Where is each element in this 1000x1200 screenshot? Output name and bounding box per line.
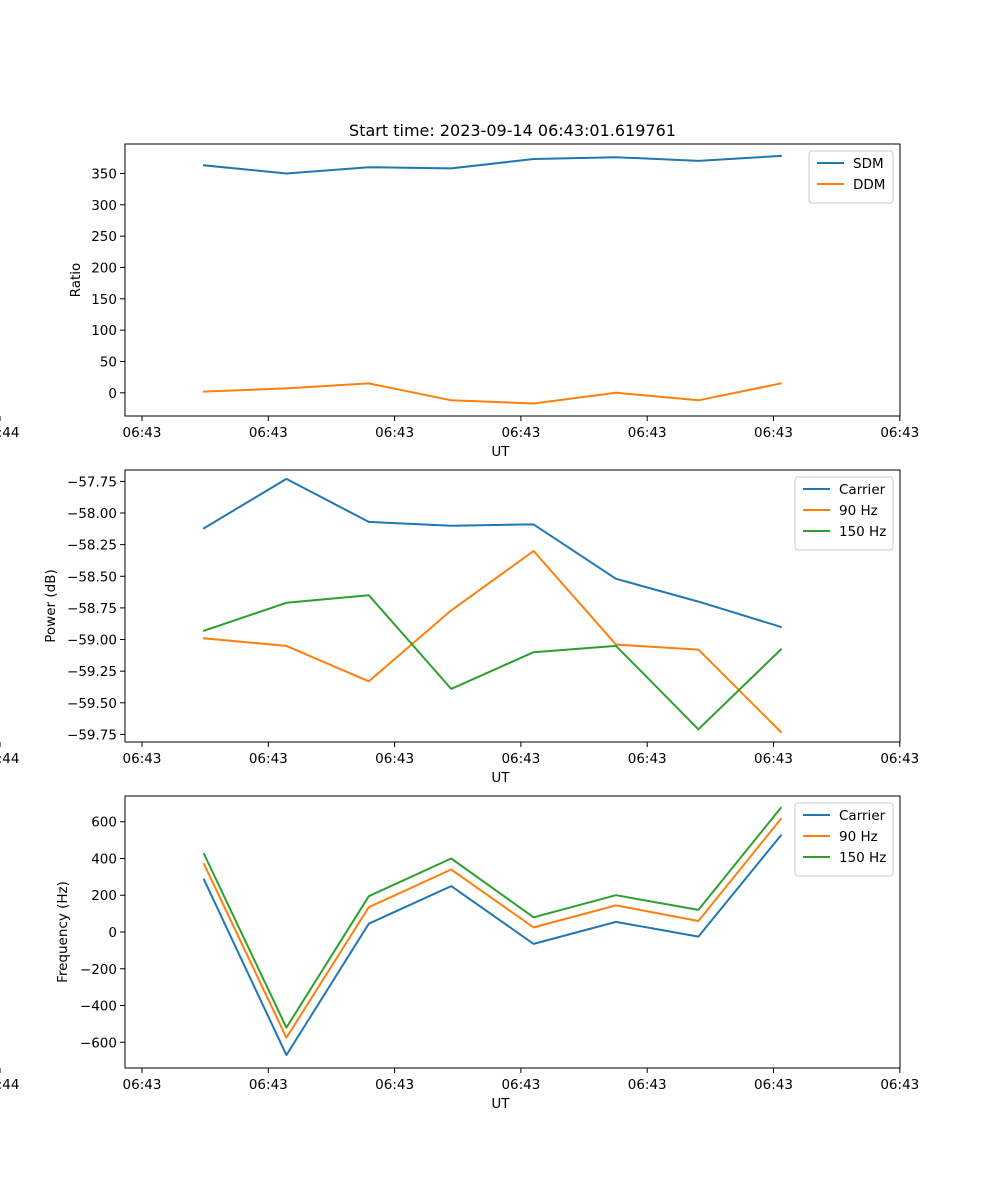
y-axis-label: Frequency (Hz)	[55, 881, 71, 983]
y-tick-label: −58.75	[67, 601, 117, 617]
series-line-carrier	[202, 477, 783, 629]
x-tick-label: 06:43	[123, 425, 162, 441]
y-tick-label: 600	[91, 815, 117, 831]
legend-entry: 150 Hz	[839, 850, 886, 866]
x-tick-label: 06:43	[754, 1077, 793, 1093]
series-line-sdm	[202, 154, 782, 175]
x-tick-label: 06:43	[628, 1077, 667, 1093]
x-axis-label: UT	[491, 770, 510, 786]
y-tick-label: 200	[91, 260, 117, 276]
x-tick-label: 06:43	[501, 751, 540, 767]
y-tick-label: 250	[91, 229, 117, 245]
y-axis-label: Ratio	[68, 263, 84, 298]
y-tick-label: 400	[91, 851, 117, 867]
y-tick-label: 0	[108, 386, 117, 402]
legend-entry: SDM	[853, 156, 884, 172]
legend-entry: Carrier	[839, 482, 886, 498]
x-tick-label: 06:43	[880, 425, 919, 441]
y-axis-label: Power (dB)	[43, 569, 59, 642]
x-tick-label: 06:43	[375, 1077, 414, 1093]
plot-area	[124, 143, 901, 417]
y-tick-label: −200	[80, 962, 117, 978]
x-tick-label: 06:43	[501, 1077, 540, 1093]
x-tick-label: 06:43	[880, 751, 919, 767]
legend-entry: DDM	[853, 177, 885, 193]
x-axis-label: UT	[491, 444, 510, 460]
y-tick-label: 150	[91, 292, 117, 308]
series-line-90-hz	[202, 817, 783, 1039]
x-tick-label: 06:43	[628, 425, 667, 441]
y-tick-label: 50	[100, 354, 117, 370]
x-tick-label: 06:43	[249, 1077, 288, 1093]
series-line-90-hz	[202, 550, 783, 734]
x-tick-label: 06:43	[123, 1077, 162, 1093]
x-tick-label: 06:43	[754, 751, 793, 767]
frequency-chart: 06:43 06:43 06:43 06:43 06:43 06:43 06:43 06:44…	[0, 795, 919, 1112]
x-tick-label: 06:43	[628, 751, 667, 767]
legend-entry: 150 Hz	[839, 524, 886, 540]
series-line-150-hz	[202, 806, 783, 1029]
x-axis-label: UT	[491, 1096, 510, 1112]
ratio-chart: 06:43 06:43 06:43 06:43 06:43 06:43 06:43 06:44…	[0, 143, 919, 460]
x-tick-label: 06:44	[0, 751, 19, 767]
y-tick-label: 100	[91, 323, 117, 339]
y-tick-label: −58.00	[67, 506, 117, 522]
y-tick-label: −600	[80, 1035, 117, 1051]
x-tick-label: 06:43	[375, 751, 414, 767]
y-tick-label: 0	[108, 925, 117, 941]
chart-title: Start time: 2023-09-14 06:43:01.619761	[349, 121, 676, 140]
legend-entry: 90 Hz	[839, 829, 878, 845]
y-tick-label: −58.50	[67, 569, 117, 585]
series-line-150-hz	[202, 594, 783, 731]
x-tick-label: 06:43	[375, 425, 414, 441]
x-tick-label: 06:43	[754, 425, 793, 441]
y-tick-label: −59.75	[67, 727, 117, 743]
x-tick-label: 06:44	[0, 1077, 19, 1093]
y-tick-label: −59.00	[67, 633, 117, 649]
x-tick-label: 06:43	[249, 425, 288, 441]
y-tick-label: 350	[91, 166, 117, 182]
x-tick-label: 06:43	[123, 751, 162, 767]
x-tick-label: 06:44	[0, 425, 19, 441]
y-tick-label: −58.25	[67, 538, 117, 554]
y-tick-label: −57.75	[67, 474, 117, 490]
x-tick-label: 06:43	[880, 1077, 919, 1093]
y-tick-label: −400	[80, 999, 117, 1015]
legend-entry: Carrier	[839, 808, 886, 824]
y-tick-label: −59.50	[67, 696, 117, 712]
legend-entry: 90 Hz	[839, 503, 878, 519]
plot-area	[124, 469, 901, 743]
x-tick-label: 06:43	[501, 425, 540, 441]
series-line-carrier	[202, 834, 783, 1057]
y-tick-label: −59.25	[67, 664, 117, 680]
y-tick-label: 200	[91, 888, 117, 904]
x-tick-label: 06:43	[249, 751, 288, 767]
series-line-ddm	[202, 382, 782, 405]
y-tick-label: 300	[91, 198, 117, 214]
power-chart: 06:43 06:43 06:43 06:43 06:43 06:43 06:43 06:44…	[0, 469, 919, 786]
